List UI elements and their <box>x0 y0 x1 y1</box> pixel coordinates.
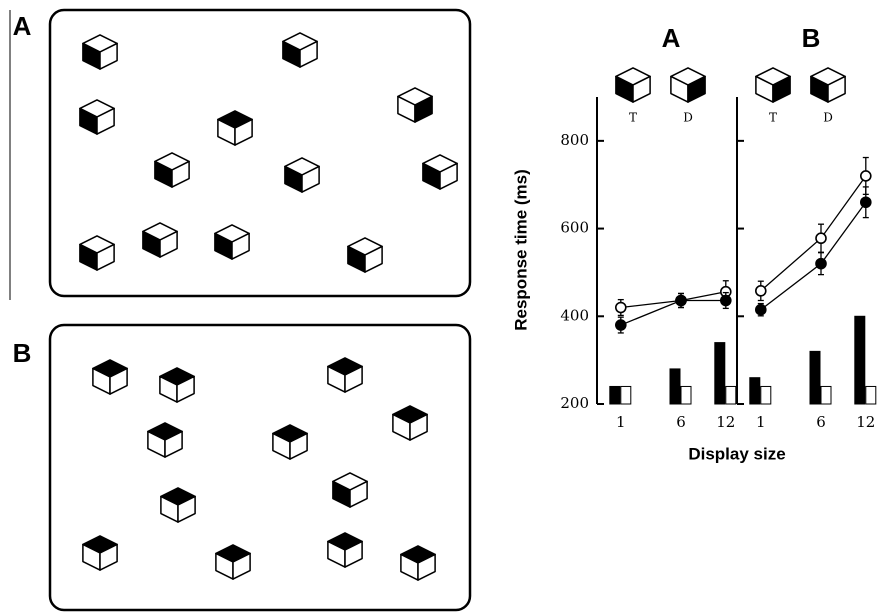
marker <box>756 286 766 296</box>
series-line <box>621 300 726 325</box>
bar <box>750 378 760 404</box>
cube <box>216 545 250 579</box>
cube <box>285 158 319 192</box>
cube <box>333 473 367 507</box>
x-tick-label: 12 <box>856 413 875 431</box>
y-tick-label: 600 <box>560 219 589 237</box>
bar <box>810 351 820 404</box>
cube <box>80 100 114 134</box>
cube <box>328 358 362 392</box>
cube <box>328 533 362 567</box>
cube <box>273 425 307 459</box>
y-tick-label: 400 <box>560 306 589 324</box>
bar <box>681 386 691 404</box>
x-tick-label: 1 <box>616 413 626 431</box>
cube <box>283 33 317 67</box>
marker <box>816 259 826 269</box>
cube <box>398 88 432 122</box>
cube <box>348 238 382 272</box>
x-axis-label: Display size <box>688 444 785 463</box>
bar <box>761 386 771 404</box>
legend-label: D <box>823 111 833 125</box>
legend-label: T <box>769 111 777 125</box>
panel-title: B <box>802 23 821 53</box>
marker <box>616 320 626 330</box>
cube <box>393 406 427 440</box>
bar <box>670 369 680 404</box>
marker <box>721 295 731 305</box>
panel-label: B <box>13 338 32 368</box>
chart: A T D 200 400 600 800 1 6 12 Response time (ms) Dis… <box>511 23 875 464</box>
y-axis-label: Response time (ms) <box>511 169 530 331</box>
cube <box>401 546 435 580</box>
marker <box>861 197 871 207</box>
cube <box>155 153 189 187</box>
stimulus-cubes <box>80 33 457 580</box>
cube <box>83 35 117 69</box>
series-line <box>761 176 866 291</box>
cube <box>215 225 249 259</box>
cube <box>616 68 650 102</box>
series-line <box>761 202 866 309</box>
legend-label: D <box>683 111 693 125</box>
cube <box>93 360 127 394</box>
bar <box>821 386 831 404</box>
y-tick-label: 800 <box>560 131 589 149</box>
marker <box>676 295 686 305</box>
cube <box>143 223 177 257</box>
marker <box>756 305 766 315</box>
cube <box>80 236 114 270</box>
x-tick-label: 12 <box>716 413 735 431</box>
bar <box>855 316 865 404</box>
cube <box>811 68 845 102</box>
x-tick-label: 1 <box>756 413 766 431</box>
cube <box>671 68 705 102</box>
legend-label: T <box>629 111 637 125</box>
cube <box>83 536 117 570</box>
cube <box>423 155 457 189</box>
bar <box>866 386 876 404</box>
y-tick-label: 200 <box>560 394 589 412</box>
x-tick-label: 6 <box>676 413 686 431</box>
panel-label: A <box>13 11 32 41</box>
cube <box>161 488 195 522</box>
cube <box>148 423 182 457</box>
bar <box>610 386 620 404</box>
panel-title: A <box>662 23 681 53</box>
marker <box>616 303 626 313</box>
bar <box>621 386 631 404</box>
cube <box>160 368 194 402</box>
marker <box>816 233 826 243</box>
series-line <box>621 292 726 308</box>
bar <box>715 343 725 404</box>
bar <box>726 386 736 404</box>
marker <box>861 171 871 181</box>
x-tick-label: 6 <box>816 413 826 431</box>
cube <box>756 68 790 102</box>
cube <box>218 111 252 145</box>
figure: A B A T D 200 400 600 800 1 6 12 Response time (ms… <box>0 0 877 612</box>
